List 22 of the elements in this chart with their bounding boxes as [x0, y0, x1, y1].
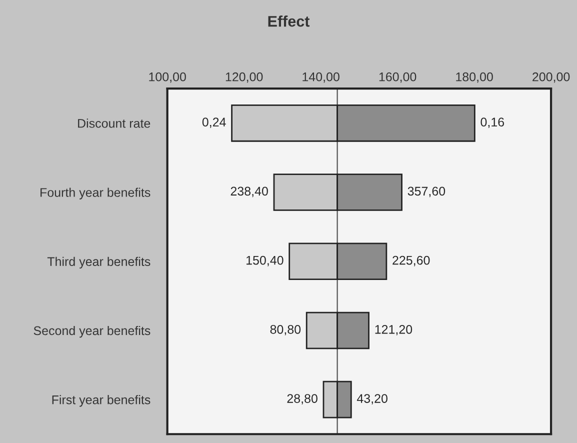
x-tick-label: 100,00 — [149, 72, 186, 83]
annotation: 150,40 — [246, 256, 284, 266]
y-tick-label: Second year benefits — [34, 326, 150, 338]
x-tick-label: 180,00 — [456, 72, 493, 83]
annotation: 80,80 — [270, 324, 301, 336]
x-tick-label: 120,00 — [226, 72, 263, 83]
annotation: 238,40 — [230, 186, 268, 198]
x-tick-label: 200,00 — [532, 72, 570, 83]
y-tick-label: Fourth year benefits — [40, 188, 150, 200]
y-tick-label: Third year benefits — [47, 256, 150, 268]
chart-title: Effect — [268, 16, 310, 27]
annotation: 28,80 — [287, 394, 318, 404]
annotation: 0,24 — [202, 118, 226, 128]
y-tick-label: First year benefits — [52, 395, 150, 407]
annotation: 357,60 — [408, 186, 446, 198]
y-tick-label: Discount rate — [78, 118, 150, 128]
x-tick-label: 140,00 — [302, 72, 340, 83]
x-tick-label: 160,00 — [379, 72, 416, 83]
annotation: 0,16 — [480, 118, 504, 128]
annotation: 121,20 — [375, 324, 412, 336]
annotation: 225,60 — [392, 256, 430, 266]
annotation: 43,20 — [356, 394, 388, 404]
